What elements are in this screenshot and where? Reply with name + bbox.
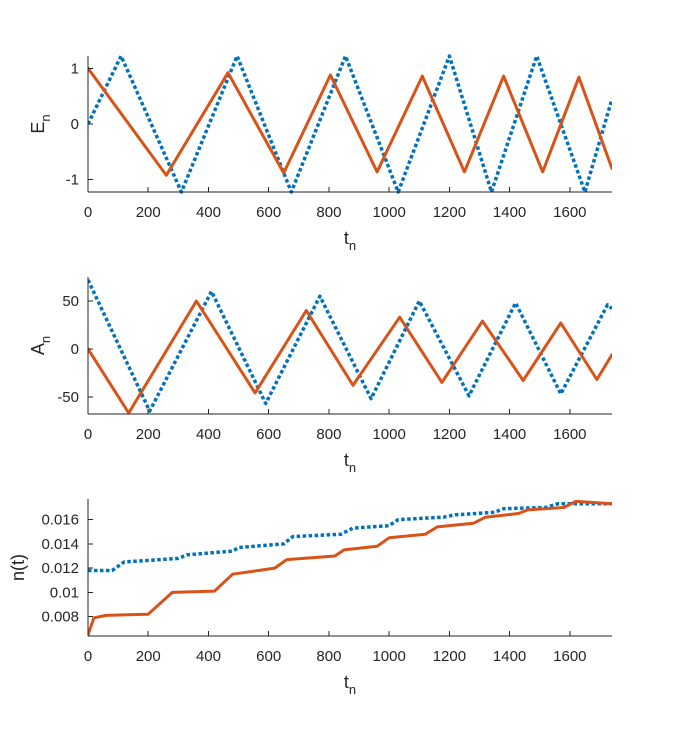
chart-3-series-dotted-blue xyxy=(88,502,612,573)
chart-2-series-solid-orange xyxy=(88,299,612,415)
chart-1-x-tick-label: 600 xyxy=(256,204,281,221)
chart-3-y-label: n(t) xyxy=(8,554,28,581)
chart-3-x-label: tn xyxy=(344,672,356,697)
chart-3-y-tick-label: 0.01 xyxy=(50,584,79,601)
chart-3: 0 200 400 600 800 1000 1200 1400 1600 0.008 0.01 0.… xyxy=(8,499,612,697)
chart-2-x-label-sub: n xyxy=(349,460,356,475)
chart-2-x-tick-label: 600 xyxy=(256,426,281,443)
chart-1-x-tick-label: 0 xyxy=(84,204,92,221)
chart-3-x-tick-label: 400 xyxy=(196,648,221,665)
chart-2-x-tick-label: 400 xyxy=(196,426,221,443)
chart-1-y-tick-label: -1 xyxy=(66,172,79,189)
chart-3-y-tick-label: 0.016 xyxy=(41,512,79,529)
chart-2-series-dotted-blue xyxy=(88,279,612,413)
chart-2-x-tick-label: 1400 xyxy=(493,426,526,443)
chart-3-x-tick-label: 1600 xyxy=(553,648,586,665)
chart-3-x-tick-label: 1200 xyxy=(433,648,466,665)
chart-2-x-label-main: t xyxy=(344,450,349,470)
chart-3-y-tick-label: 0.008 xyxy=(41,609,79,626)
chart-1-y-label: En xyxy=(28,114,53,133)
chart-2-x-tick-label: 800 xyxy=(316,426,341,443)
chart-1-x-tick-label: 1000 xyxy=(372,204,405,221)
chart-3-x-tick-label: 1000 xyxy=(372,648,405,665)
chart-1-y-label-main: E xyxy=(28,122,48,134)
chart-2-y-label-main: A xyxy=(28,343,48,355)
chart-2-x-tick-label: 1000 xyxy=(372,426,405,443)
chart-1-y-label-sub: n xyxy=(38,114,53,121)
chart-3-series-solid-orange xyxy=(88,499,612,637)
chart-3-x-label-sub: n xyxy=(349,682,356,697)
chart-3-x-tick-label: 600 xyxy=(256,648,281,665)
chart-2-y-tick-label: -50 xyxy=(57,389,79,406)
chart-3-x-tick-label: 1400 xyxy=(493,648,526,665)
chart-3-y-tick-label: 0.014 xyxy=(41,536,79,553)
chart-3-x-tick-label: 200 xyxy=(136,648,161,665)
chart-3-x-label-main: t xyxy=(344,672,349,692)
chart-2-x-tick-label: 0 xyxy=(84,426,92,443)
chart-1-series-solid-orange xyxy=(88,66,612,177)
chart-3-x-tick-label: 800 xyxy=(316,648,341,665)
chart-1-y-tick-label: 0 xyxy=(71,116,79,133)
chart-2-x-tick-label: 1600 xyxy=(553,426,586,443)
chart-2-x-label: tn xyxy=(344,450,356,475)
chart-1-x-tick-label: 400 xyxy=(196,204,221,221)
chart-2-y-tick-label: 0 xyxy=(71,341,79,358)
chart-3-y-label-main: n(t) xyxy=(8,554,28,581)
chart-1-x-label: tn xyxy=(344,228,356,253)
chart-2-y-tick-label: 50 xyxy=(62,293,79,310)
chart-2-y-label-sub: n xyxy=(38,336,53,343)
chart-1-x-tick-label: 800 xyxy=(316,204,341,221)
chart-1-x-label-sub: n xyxy=(349,238,356,253)
chart-1-x-tick-label: 1400 xyxy=(493,204,526,221)
chart-3-y-tick-label: 0.012 xyxy=(41,560,79,577)
chart-1-x-label-main: t xyxy=(344,228,349,248)
chart-1-x-tick-label: 200 xyxy=(136,204,161,221)
chart-1-x-tick-label: 1200 xyxy=(433,204,466,221)
chart-2-y-label: An xyxy=(28,336,53,355)
chart-1-x-tick-label: 1600 xyxy=(553,204,586,221)
chart-2-x-tick-label: 200 xyxy=(136,426,161,443)
chart-1-y-tick-label: 1 xyxy=(71,60,79,77)
chart-3-x-tick-label: 0 xyxy=(84,648,92,665)
chart-2-x-tick-label: 1200 xyxy=(433,426,466,443)
